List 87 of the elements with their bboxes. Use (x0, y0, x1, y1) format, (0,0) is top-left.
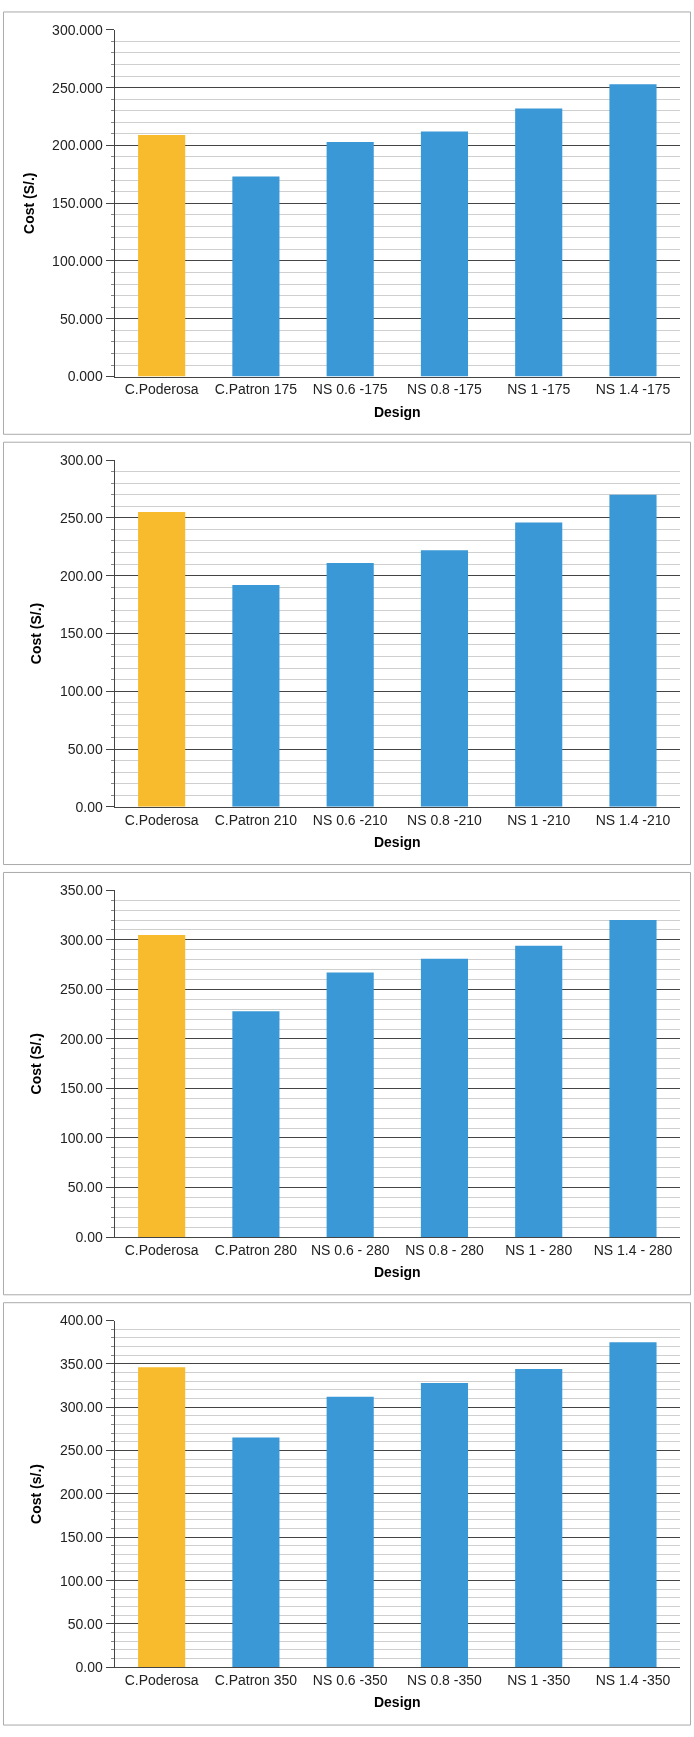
x-tick-label: NS 1 - 280 (505, 1241, 573, 1258)
y-tick-label: 50.00 (67, 1179, 103, 1196)
bar (420, 958, 469, 1238)
y-tick-label: 350.00 (59, 882, 103, 899)
bar (326, 562, 374, 807)
x-tick-label: NS 1.4 - 280 (593, 1241, 673, 1258)
x-tick-label: NS 0.8 - 280 (405, 1241, 484, 1258)
y-tick-label: 100.00 (59, 1572, 103, 1589)
x-tick-label: C.Patron 210 (214, 811, 298, 828)
bar (138, 1367, 186, 1668)
y-tick-label: 0.000 (67, 368, 103, 385)
x-tick-label: NS 0.6 -210 (312, 811, 388, 828)
bar (326, 141, 374, 377)
y-tick-label: 200.00 (59, 1485, 103, 1502)
y-tick-label: 50.000 (59, 310, 103, 327)
bar (515, 522, 563, 807)
y-tick-label: 200.00 (59, 1030, 103, 1047)
x-tick-label: NS 1 -350 (507, 1672, 571, 1689)
x-tick-label: NS 0.8 -175 (407, 381, 483, 398)
x-tick-label: NS 0.6 -350 (312, 1672, 388, 1689)
y-tick-label: 0.00 (75, 798, 103, 815)
x-tick-label: NS 1.4 -350 (595, 1672, 671, 1689)
x-tick-label: NS 0.6 - 280 (310, 1241, 390, 1258)
bar (138, 934, 186, 1238)
y-tick-label: 150.00 (59, 1529, 103, 1546)
y-tick-label: 300.00 (59, 451, 103, 468)
x-tick-label: NS 1 -210 (507, 811, 571, 828)
y-tick-label: 150.00 (59, 1080, 103, 1097)
bar (232, 176, 280, 377)
y-tick-label: 150.000 (52, 195, 103, 212)
y-tick-label: 300.00 (59, 931, 103, 948)
bar (609, 494, 657, 807)
bar (515, 945, 563, 1238)
bar (609, 84, 657, 377)
x-tick-label: NS 0.8 -350 (407, 1672, 483, 1689)
y-tick-label: 250.00 (59, 1442, 103, 1459)
y-axis-title: Cost (S/.) (28, 602, 45, 665)
y-tick-label: 400.00 (59, 1312, 103, 1329)
bar (515, 108, 563, 377)
y-tick-label: 350.00 (59, 1355, 103, 1372)
x-axis-title: Design (373, 1264, 421, 1281)
bar (326, 972, 374, 1238)
x-tick-label: NS 1.4 -210 (595, 811, 671, 828)
y-tick-label: 150.00 (59, 625, 103, 642)
x-tick-label: C.Poderosa (124, 1672, 199, 1689)
y-tick-label: 100.00 (59, 683, 103, 700)
x-tick-label: NS 0.6 -175 (312, 381, 388, 398)
bar (232, 1011, 280, 1238)
x-tick-label: C.Patron 350 (214, 1672, 298, 1689)
bar (420, 131, 469, 377)
x-tick-label: C.Patron 175 (214, 381, 298, 398)
y-tick-label: 250.00 (59, 981, 103, 998)
y-tick-label: 50.00 (67, 740, 103, 757)
bar (232, 584, 280, 807)
x-tick-label: C.Poderosa (124, 381, 199, 398)
x-axis-title: Design (373, 403, 421, 420)
bar (326, 1396, 374, 1668)
x-tick-label: NS 1.4 -175 (595, 381, 671, 398)
y-tick-label: 250.00 (59, 509, 103, 526)
bar (420, 550, 469, 807)
bar (609, 1342, 657, 1668)
x-tick-label: NS 1 -175 (507, 381, 571, 398)
y-axis-title: Cost (s/.) (28, 1463, 45, 1524)
y-tick-label: 0.00 (75, 1659, 103, 1676)
bar (609, 920, 657, 1238)
y-tick-label: 100.00 (59, 1129, 103, 1146)
bar (138, 512, 186, 807)
y-tick-label: 250.000 (52, 79, 103, 96)
bar (420, 1382, 469, 1668)
bar (515, 1369, 563, 1668)
x-tick-label: C.Patron 280 (214, 1241, 298, 1258)
y-tick-label: 200.000 (52, 137, 103, 154)
x-axis-title: Design (373, 1694, 421, 1711)
bar (138, 134, 186, 377)
y-tick-label: 300.00 (59, 1399, 103, 1416)
x-tick-label: NS 0.8 -210 (407, 811, 483, 828)
bar (232, 1437, 280, 1668)
x-axis-title: Design (373, 833, 421, 850)
y-tick-label: 200.00 (59, 567, 103, 584)
y-tick-label: 300.000 (52, 21, 103, 38)
y-axis-title: Cost (S/.) (28, 1032, 45, 1095)
y-axis-title: Cost (S/.) (20, 172, 37, 234)
x-tick-label: C.Poderosa (124, 1241, 199, 1258)
y-tick-label: 100.000 (52, 252, 103, 269)
y-tick-label: 50.00 (67, 1615, 103, 1632)
x-tick-label: C.Poderosa (124, 811, 199, 828)
y-tick-label: 0.00 (75, 1228, 103, 1245)
